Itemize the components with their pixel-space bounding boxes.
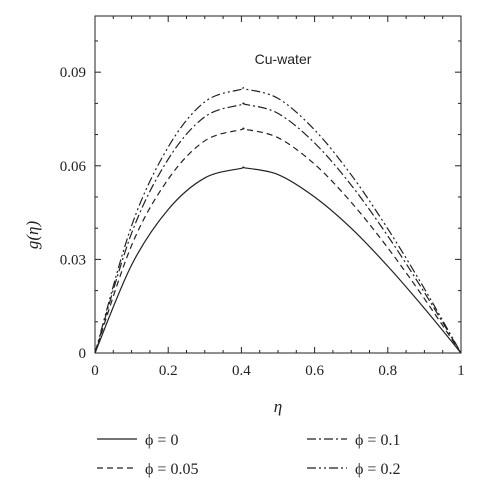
chart-annotation: Cu-water <box>255 51 312 67</box>
x-tick-label: 0.2 <box>159 363 178 379</box>
series-line-2 <box>94 102 462 354</box>
legend-label: ϕ = 0.2 <box>355 461 400 478</box>
series-line-3 <box>94 87 462 354</box>
x-tick-label: 0.8 <box>378 363 397 379</box>
legend-label: ϕ = 0.1 <box>355 432 400 449</box>
legend-label: ϕ = 0.05 <box>145 461 198 478</box>
y-tick-label: 0.03 <box>60 252 86 268</box>
x-tick-label: 0.4 <box>232 363 251 379</box>
legend: ϕ = 0 ϕ = 0.05 ϕ = 0.1 ϕ = 0.2 <box>97 432 400 478</box>
x-axis-label: η <box>274 397 282 416</box>
y-tick-label: 0 <box>79 346 87 362</box>
y-axis-label: g(η) <box>23 221 42 250</box>
y-tick-label: 0.09 <box>60 65 86 81</box>
series-line-0 <box>94 166 462 354</box>
series-group <box>94 87 462 354</box>
x-tick-label: 0.6 <box>305 363 324 379</box>
x-tick-label: 1 <box>457 363 465 379</box>
x-tick-label: 0 <box>91 363 99 379</box>
legend-label: ϕ = 0 <box>145 432 178 449</box>
axis-ticks: 0 0.2 0.4 0.6 0.8 1 0 0.03 0.06 0.09 <box>60 16 465 379</box>
series-line-1 <box>94 127 462 354</box>
y-tick-label: 0.06 <box>60 159 87 175</box>
